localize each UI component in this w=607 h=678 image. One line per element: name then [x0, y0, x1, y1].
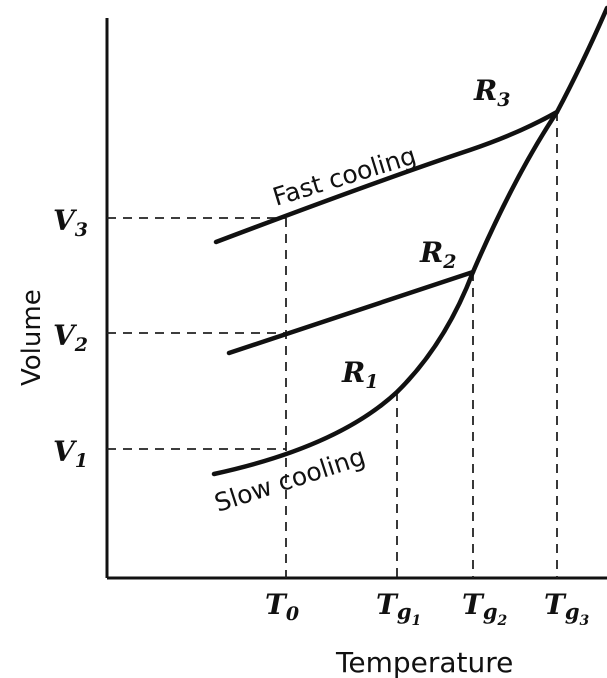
r2-label: R2 — [419, 236, 457, 273]
r1-label: R1 — [341, 356, 379, 393]
r3-label: R3 — [473, 74, 511, 111]
fast-cooling-curve — [213, 109, 560, 245]
guide-lines — [107, 112, 558, 578]
tg1-label: Tg1 — [376, 588, 421, 629]
y-axis-title: Volume — [17, 289, 47, 386]
x-axis-title: Temperature — [335, 646, 513, 678]
v1-label: V1 — [53, 435, 88, 472]
liquid-slow-cooling-curve — [211, 5, 607, 477]
glass-line-r2 — [226, 269, 476, 356]
v2-label: V2 — [53, 319, 88, 356]
v3-label: V3 — [53, 204, 88, 241]
t0-label: T0 — [265, 588, 299, 625]
tg3-label: Tg3 — [544, 588, 590, 629]
tg2-label: Tg2 — [462, 588, 508, 629]
